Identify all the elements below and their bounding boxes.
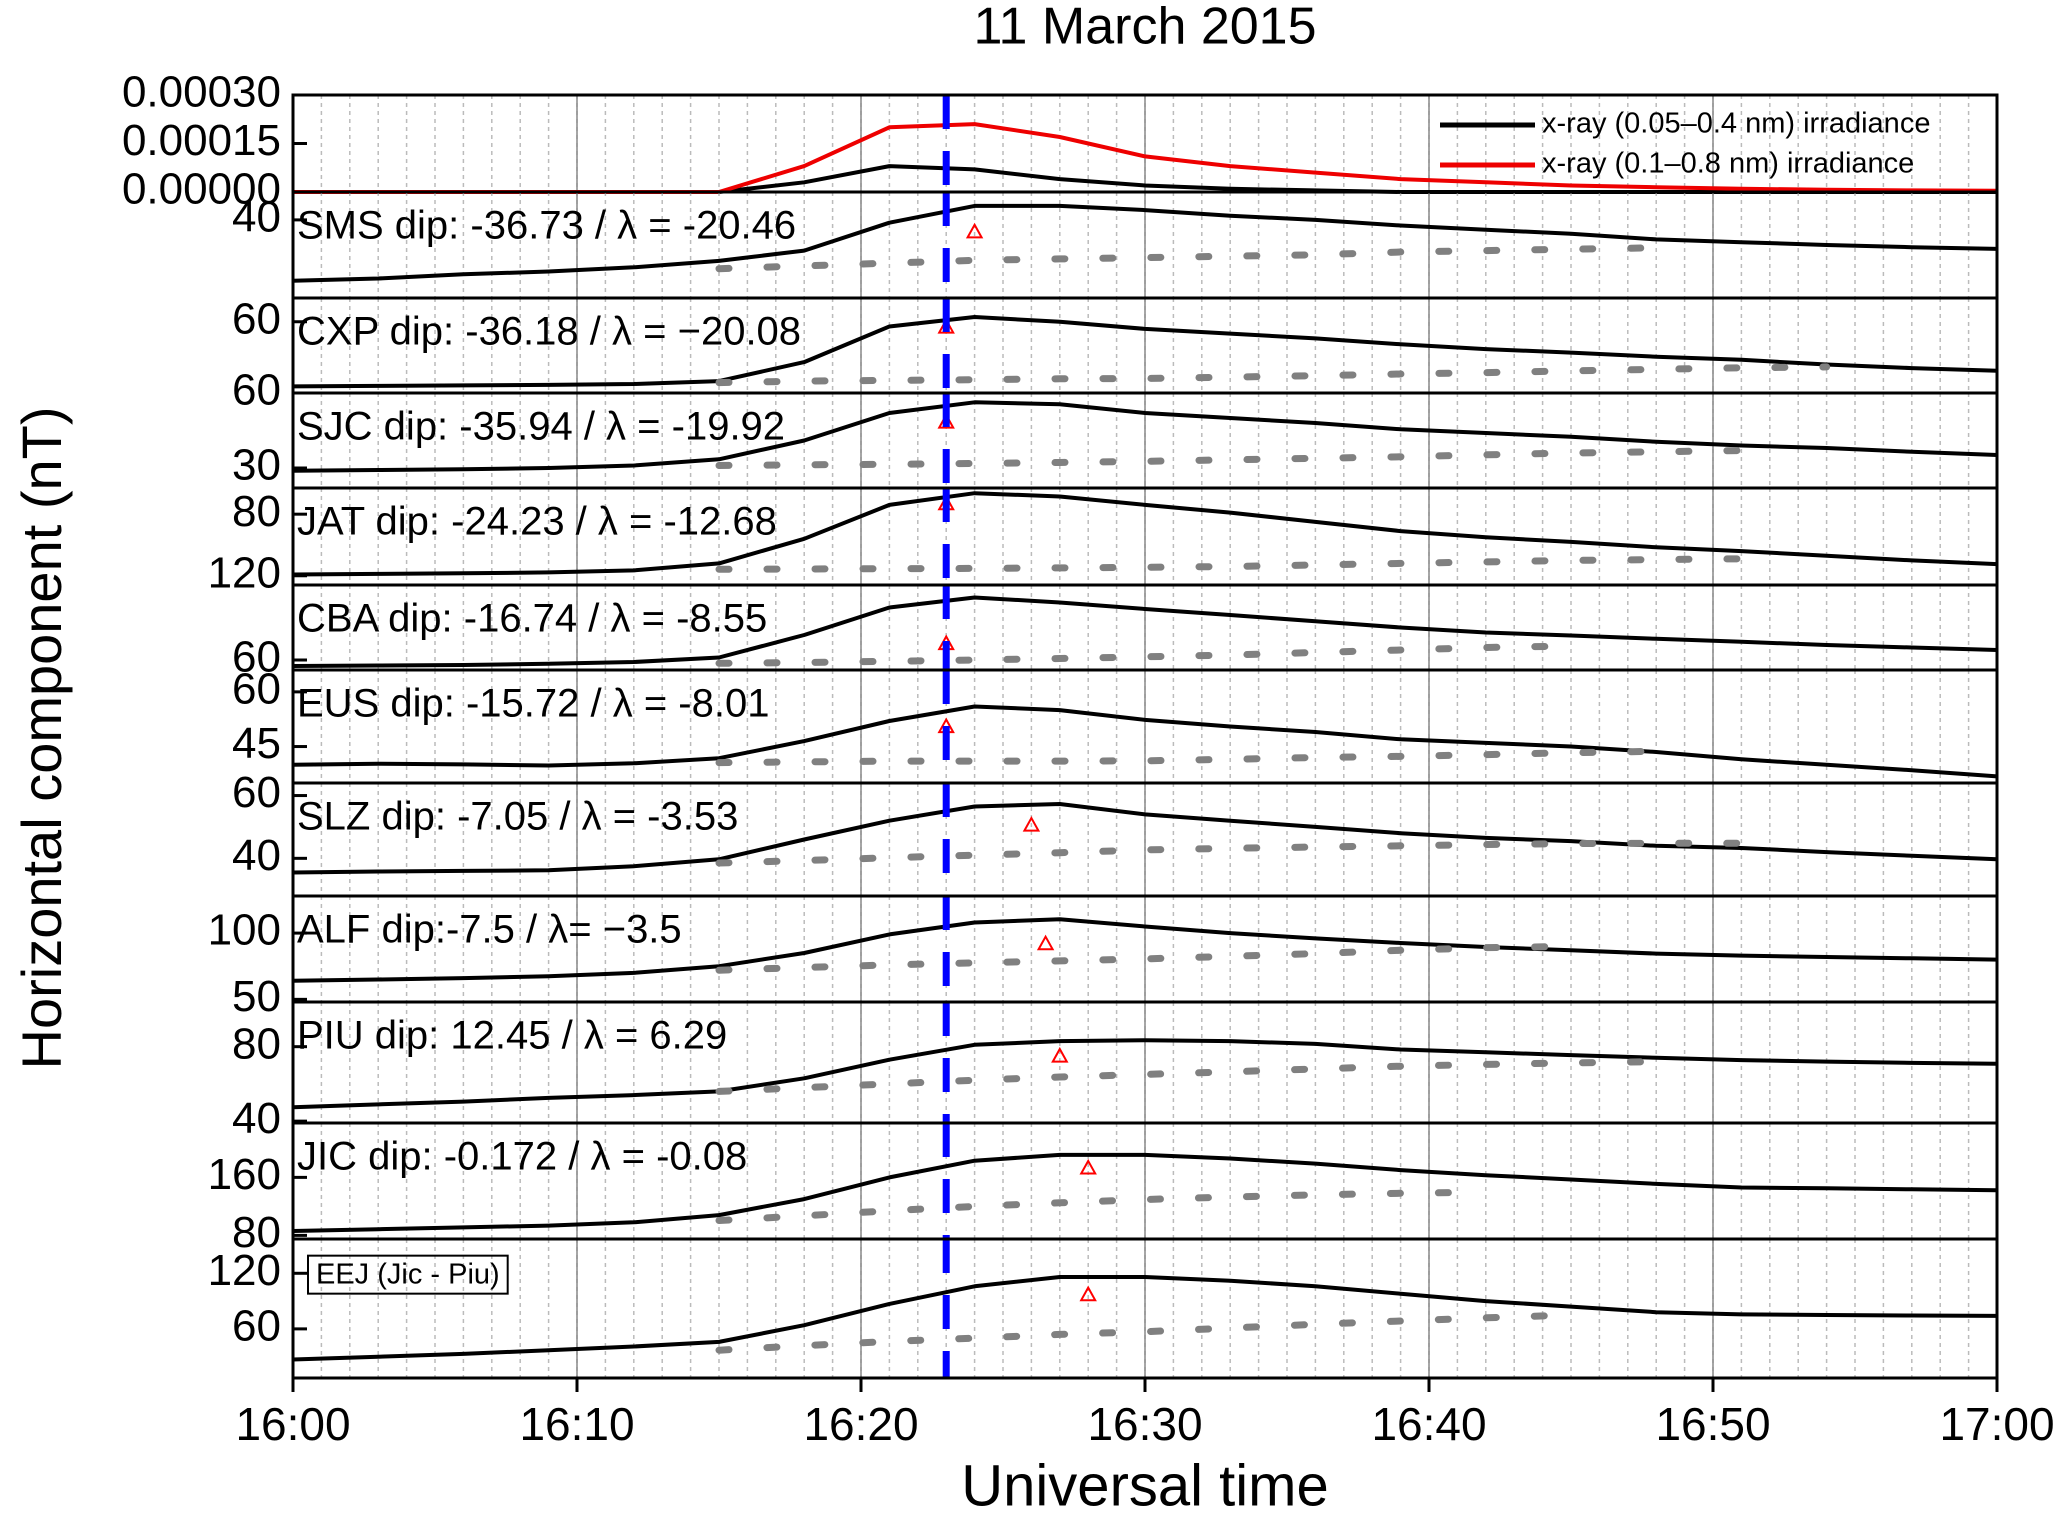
y-tick-label: 60 [232,366,281,415]
panel-label: CBA dip: -16.74 / λ = -8.55 [297,597,767,641]
panel-label: JAT dip: -24.23 / λ = -12.68 [297,500,777,544]
data-line [292,704,1998,779]
panel-label: EEJ (Jic - Piu) [316,1259,500,1291]
y-tick-label: 80 [232,1208,281,1257]
panel-label: JIC dip: -0.172 / λ = -0.08 [297,1135,747,1179]
y-tick-label: 0.00015 [122,116,281,165]
data-line [292,1038,1998,1110]
y-tick-label: 60 [232,1302,281,1351]
y-tick-label: 60 [232,664,281,713]
data-line [292,203,1998,283]
reference-line [715,1188,1490,1224]
y-tick-label: 30 [232,441,281,490]
y-tick-label: 80 [232,487,281,536]
legend-label: x-ray (0.05–0.4 nm) irradiance [1542,108,1930,140]
panel-label: SMS dip: -36.73 / λ = -20.46 [297,204,796,248]
peak-marker [965,222,984,239]
data-line [292,595,1998,668]
panel-label: PIU dip: 12.45 / λ = 6.29 [297,1014,727,1058]
y-tick-label: 45 [232,719,281,768]
panel-label: CXP dip: -36.18 / λ = −20.08 [297,310,801,354]
x-tick-label: 16:10 [519,1398,634,1450]
y-tick-label: 50 [232,972,281,1021]
data-line [292,491,1998,577]
y-tick-label: 120 [208,548,281,597]
y-tick-label: 40 [232,831,281,880]
reference-line [715,1311,1575,1354]
legend-label: x-ray (0.1–0.8 nm) irradiance [1542,148,1914,180]
y-tick-label: 0.00030 [122,68,281,117]
y-tick-label: 160 [208,1150,281,1199]
panel-label: SJC dip: -35.94 / λ = -19.92 [297,405,785,449]
chart-title: 11 March 2015 [973,0,1316,56]
x-tick-label: 16:00 [235,1398,350,1450]
data-line [292,315,1998,389]
y-tick-label: 0.00000 [122,165,281,214]
y-tick-label: 40 [232,1094,281,1143]
y-tick-label: 100 [208,906,281,955]
x-tick-label: 17:00 [1939,1398,2054,1450]
x-tick-label: 16:40 [1371,1398,1486,1450]
panel-label: ALF dip:-7.5 / λ= −3.5 [297,908,682,952]
y-tick-label: 80 [232,1019,281,1068]
reference-line [715,839,1745,867]
reference-line [715,1058,1660,1095]
x-tick-label: 16:30 [1087,1398,1202,1450]
peak-marker [1036,934,1055,951]
x-tick-label: 16:20 [803,1398,918,1450]
peak-marker [1022,816,1041,832]
reference-line [715,747,1660,767]
label-box [307,1254,509,1295]
peak-marker [1079,1158,1097,1175]
peak-marker [1051,1046,1069,1063]
y-axis-label: Horizontal component (nT) [10,407,73,1070]
x-tick-label: 16:50 [1655,1398,1770,1450]
data-line [292,802,1998,875]
reference-line [715,642,1575,667]
panel-label: EUS dip: -15.72 / λ = -8.01 [297,682,769,726]
panel-label: SLZ dip: -7.05 / λ = -3.53 [297,795,738,839]
peak-marker [1079,1285,1097,1302]
y-tick-label: 60 [232,768,281,817]
y-tick-label: 120 [208,1246,281,1295]
x-axis-label: Universal time [961,1453,1328,1518]
y-tick-label: 40 [232,193,281,242]
data-line [292,1275,1998,1362]
reference-line [715,363,1831,387]
data-line [292,917,1998,983]
y-tick-label: 60 [232,294,281,343]
reference-line [715,244,1660,273]
reference-line [715,942,1575,974]
data-line [292,400,1998,473]
data-line [292,1152,1998,1233]
y-tick-label: 60 [232,633,281,682]
